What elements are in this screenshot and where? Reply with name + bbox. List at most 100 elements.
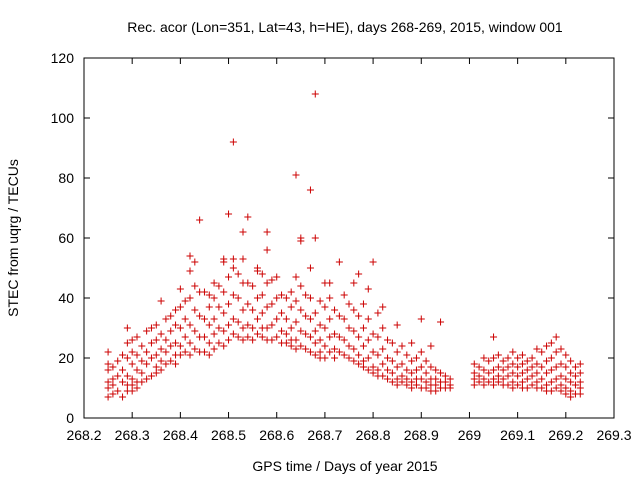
data-point [191, 258, 199, 266]
data-point [412, 366, 420, 374]
data-point [143, 348, 151, 356]
data-point [200, 315, 208, 323]
data-point [403, 351, 411, 359]
data-point [350, 306, 358, 314]
data-point [181, 333, 189, 341]
data-point [239, 324, 247, 332]
data-point [200, 288, 208, 296]
data-point [244, 279, 252, 287]
data-point [331, 345, 339, 353]
data-point [432, 387, 440, 395]
data-point [369, 330, 377, 338]
data-point [509, 369, 517, 377]
data-point [345, 324, 353, 332]
data-point [181, 297, 189, 305]
data-point [340, 351, 348, 359]
data-point [331, 354, 339, 362]
data-point [422, 378, 430, 386]
data-point [533, 360, 541, 368]
data-point [167, 357, 175, 365]
data-point [567, 387, 575, 395]
y-tick-label: 100 [51, 110, 75, 126]
data-point [249, 324, 257, 332]
data-point [359, 324, 367, 332]
data-point [205, 303, 213, 311]
data-point [215, 282, 223, 290]
data-point [567, 393, 575, 401]
data-point [287, 288, 295, 296]
data-point [494, 363, 502, 371]
data-point [518, 378, 526, 386]
data-point [326, 315, 334, 323]
data-point [128, 387, 136, 395]
data-point [123, 324, 131, 332]
data-point [152, 363, 160, 371]
data-point [220, 309, 228, 317]
x-axis: 268.2 268.3 268.4 268.5 268.6 268.7 268.8 268.9… [66, 58, 632, 443]
data-point [384, 366, 392, 374]
data-point [326, 294, 334, 302]
data-point [152, 336, 160, 344]
data-point [547, 387, 555, 395]
data-point [350, 357, 358, 365]
data-point [504, 354, 512, 362]
data-point [374, 351, 382, 359]
data-point [335, 312, 343, 320]
data-point [128, 336, 136, 344]
y-axis: 0 20 40 60 80 100 120 [51, 50, 614, 426]
data-point [239, 336, 247, 344]
data-point [234, 294, 242, 302]
data-point [263, 279, 271, 287]
data-point [306, 264, 314, 272]
data-point [543, 342, 551, 350]
data-point [104, 348, 112, 356]
data-point [263, 303, 271, 311]
data-point [143, 375, 151, 383]
data-point [538, 348, 546, 356]
data-point [374, 309, 382, 317]
data-point [167, 327, 175, 335]
data-point [104, 360, 112, 368]
data-point [114, 357, 122, 365]
data-point [239, 306, 247, 314]
data-point [138, 342, 146, 350]
data-point [249, 336, 257, 344]
data-point [229, 330, 237, 338]
data-point [253, 330, 261, 338]
data-point [147, 372, 155, 380]
data-point [412, 354, 420, 362]
data-point [297, 306, 305, 314]
data-point [379, 303, 387, 311]
data-point [417, 315, 425, 323]
data-point [306, 348, 314, 356]
data-point [437, 318, 445, 326]
data-point [547, 339, 555, 347]
data-point [282, 339, 290, 347]
data-point [225, 321, 233, 329]
data-point [162, 336, 170, 344]
data-point [567, 369, 575, 377]
data-point [571, 381, 579, 389]
data-point [494, 372, 502, 380]
data-point [292, 336, 300, 344]
data-point [432, 381, 440, 389]
data-point [234, 270, 242, 278]
data-point [384, 375, 392, 383]
data-point [359, 342, 367, 350]
data-point [523, 366, 531, 374]
data-point [229, 315, 237, 323]
data-point [504, 363, 512, 371]
data-point [350, 279, 358, 287]
data-point [316, 297, 324, 305]
data-point [316, 348, 324, 356]
data-point [408, 357, 416, 365]
data-point [470, 369, 478, 377]
data-point [557, 360, 565, 368]
data-point [282, 330, 290, 338]
data-point [571, 372, 579, 380]
data-point [258, 309, 266, 317]
data-point [273, 333, 281, 341]
x-tick-label: 269.2 [548, 427, 583, 443]
data-point [403, 381, 411, 389]
